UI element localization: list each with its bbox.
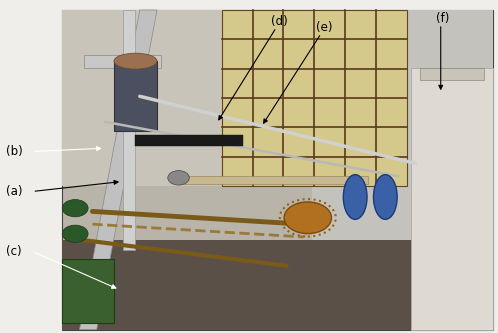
Polygon shape [80, 10, 157, 330]
Circle shape [284, 202, 332, 234]
Text: (e): (e) [316, 21, 333, 34]
Ellipse shape [374, 174, 397, 219]
Circle shape [62, 225, 88, 242]
Text: (b): (b) [6, 145, 23, 158]
Bar [179, 176, 368, 184]
Bar [420, 68, 485, 80]
Text: (d): (d) [271, 15, 288, 28]
Bar [135, 135, 243, 146]
Circle shape [62, 199, 88, 217]
Ellipse shape [114, 53, 157, 69]
Bar [84, 55, 161, 68]
Bar [411, 68, 493, 330]
Text: (f): (f) [436, 12, 449, 25]
Bar [312, 10, 493, 330]
Bar [114, 61, 157, 132]
Circle shape [168, 170, 189, 185]
Bar [222, 10, 407, 186]
Bar [62, 10, 493, 330]
Polygon shape [123, 10, 135, 250]
Bar [62, 240, 493, 330]
Bar [62, 259, 114, 323]
Text: (c): (c) [6, 245, 21, 258]
Text: (a): (a) [6, 185, 22, 198]
Ellipse shape [343, 174, 367, 219]
Polygon shape [62, 10, 226, 186]
